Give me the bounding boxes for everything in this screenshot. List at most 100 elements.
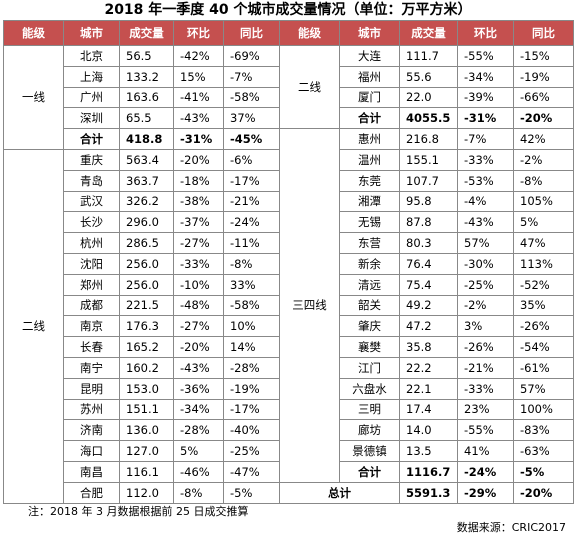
value-cell: 155.1	[399, 148, 458, 171]
header-cell: 能级	[3, 20, 64, 46]
table-row: 海口 127.0 5% -25% 景德镇 13.5 41% -63%	[4, 440, 574, 462]
value-cell: 326.2	[119, 190, 174, 213]
city-cell: 东莞	[339, 169, 400, 192]
value-cell: -4%	[457, 190, 514, 213]
city-cell: 三明	[339, 398, 400, 421]
value-cell: -52%	[513, 273, 574, 296]
value-cell: -25%	[223, 440, 280, 462]
table-row: 济南 136.0 -28% -40% 廊坊 14.0 -55% -83%	[4, 419, 574, 442]
value-cell: -10%	[173, 273, 224, 296]
value-cell: -47%	[223, 460, 280, 483]
value-cell: 107.7	[399, 169, 458, 192]
city-cell: 郑州	[63, 273, 120, 296]
table-row: 青岛 363.7 -18% -17% 东莞 107.7 -53% -8%	[4, 169, 574, 192]
value-cell: 296.0	[119, 211, 174, 234]
value-cell: 153.0	[119, 377, 174, 400]
value-cell: 160.2	[119, 356, 174, 379]
value-cell: -25%	[457, 273, 514, 296]
header-cell: 成交量	[399, 20, 458, 46]
value-cell: 1116.7	[399, 460, 458, 483]
value-cell: 87.8	[399, 211, 458, 234]
value-cell: 136.0	[119, 419, 174, 442]
city-cell: 济南	[63, 419, 120, 442]
value-cell: 22.2	[399, 356, 458, 379]
value-cell: 105%	[513, 190, 574, 213]
city-cell: 惠州	[339, 128, 400, 150]
value-cell: 113%	[513, 252, 574, 275]
value-cell: 37%	[223, 107, 280, 130]
value-cell: 35.8	[399, 336, 458, 358]
value-cell: -20%	[513, 481, 574, 504]
table-row: 苏州 151.1 -34% -17% 三明 17.4 23% 100%	[4, 398, 574, 421]
city-cell: 合计	[339, 107, 400, 130]
value-cell: 3%	[457, 315, 514, 338]
city-cell: 南京	[63, 315, 120, 338]
table-row: 二线 重庆 563.4 -20% -6% 温州 155.1 -33% -2%	[3, 148, 574, 504]
value-cell: 56.5	[119, 45, 174, 67]
table-row: 南宁 160.2 -43% -28% 江门 22.2 -21% -61%	[4, 356, 574, 379]
value-cell: 42%	[513, 128, 574, 150]
value-cell: 75.4	[399, 273, 458, 296]
value-cell: 10%	[223, 315, 280, 338]
value-cell: -54%	[513, 336, 574, 358]
header-cell: 同比	[223, 20, 280, 46]
city-cell: 海口	[63, 440, 120, 462]
value-cell: 5591.3	[399, 481, 458, 504]
city-cell: 六盘水	[339, 377, 400, 400]
city-cell: 南昌	[63, 460, 120, 483]
value-cell: 176.3	[119, 315, 174, 338]
city-cell: 合计	[63, 128, 120, 150]
value-cell: 65.5	[119, 107, 174, 130]
value-cell: 163.6	[119, 86, 174, 109]
city-cell: 景德镇	[339, 440, 400, 462]
city-cell: 无锡	[339, 211, 400, 234]
value-cell: 17.4	[399, 398, 458, 421]
city-cell: 清远	[339, 273, 400, 296]
value-cell: -41%	[173, 86, 224, 109]
city-volume-table: 能级 城市 成交量 环比 同比 能级 城市 成交量 环比 同比 一线 北京 56.5…	[3, 20, 574, 504]
tier-label: 三四线	[279, 128, 340, 483]
value-cell: 14.0	[399, 419, 458, 442]
city-cell: 苏州	[63, 398, 120, 421]
city-cell: 昆明	[63, 377, 120, 400]
value-cell: -21%	[223, 190, 280, 213]
value-cell: 95.8	[399, 190, 458, 213]
value-cell: 22.1	[399, 377, 458, 400]
value-cell: 22.0	[399, 86, 458, 109]
table-row: 深圳 65.5 -43% 37% 合计 4055.5 -31% -20%	[4, 107, 574, 130]
value-cell: -66%	[513, 86, 574, 109]
value-cell: -11%	[223, 232, 280, 254]
value-cell: -48%	[173, 294, 224, 317]
value-cell: -21%	[457, 356, 514, 379]
tier-label: 二线	[3, 148, 64, 504]
city-cell: 江门	[339, 356, 400, 379]
value-cell: -5%	[223, 481, 280, 504]
city-cell: 成都	[63, 294, 120, 317]
table-title: 2018 年一季度 40 个城市成交量情况（单位：万平方米）	[104, 2, 472, 18]
header-cell: 同比	[513, 20, 574, 46]
city-cell: 韶关	[339, 294, 400, 317]
table-row: 南昌 116.1 -46% -47% 合计 1116.7 -24% -5%	[4, 460, 574, 483]
value-cell: 33%	[223, 273, 280, 296]
value-cell: -28%	[173, 419, 224, 442]
value-cell: -7%	[457, 128, 514, 150]
table-row: 成都 221.5 -48% -58% 韶关 49.2 -2% 35%	[4, 294, 574, 317]
value-cell: 4055.5	[399, 107, 458, 130]
city-cell: 廊坊	[339, 419, 400, 442]
table-row: 郑州 256.0 -10% 33% 清远 75.4 -25% -52%	[4, 273, 574, 296]
table-row: 沈阳 256.0 -33% -8% 新余 76.4 -30% 113%	[4, 252, 574, 275]
value-cell: -8%	[173, 481, 224, 504]
city-cell: 武汉	[63, 190, 120, 213]
value-cell: -43%	[457, 211, 514, 234]
value-cell: -83%	[513, 419, 574, 442]
value-cell: -61%	[513, 356, 574, 379]
header-cell: 城市	[63, 20, 120, 46]
value-cell: -17%	[223, 398, 280, 421]
city-cell: 南宁	[63, 356, 120, 379]
header-cell: 能级	[279, 20, 340, 46]
footnote: 注：2018 年 3 月数据根据前 25 日成交推算	[28, 504, 249, 518]
value-cell: 5%	[173, 440, 224, 462]
value-cell: -42%	[173, 45, 224, 67]
table-body: 一线 北京 56.5 -42% -69% 二线 大连 111.7 -55% -15% 上海 133.2…	[3, 44, 574, 504]
value-cell: -20%	[513, 107, 574, 130]
